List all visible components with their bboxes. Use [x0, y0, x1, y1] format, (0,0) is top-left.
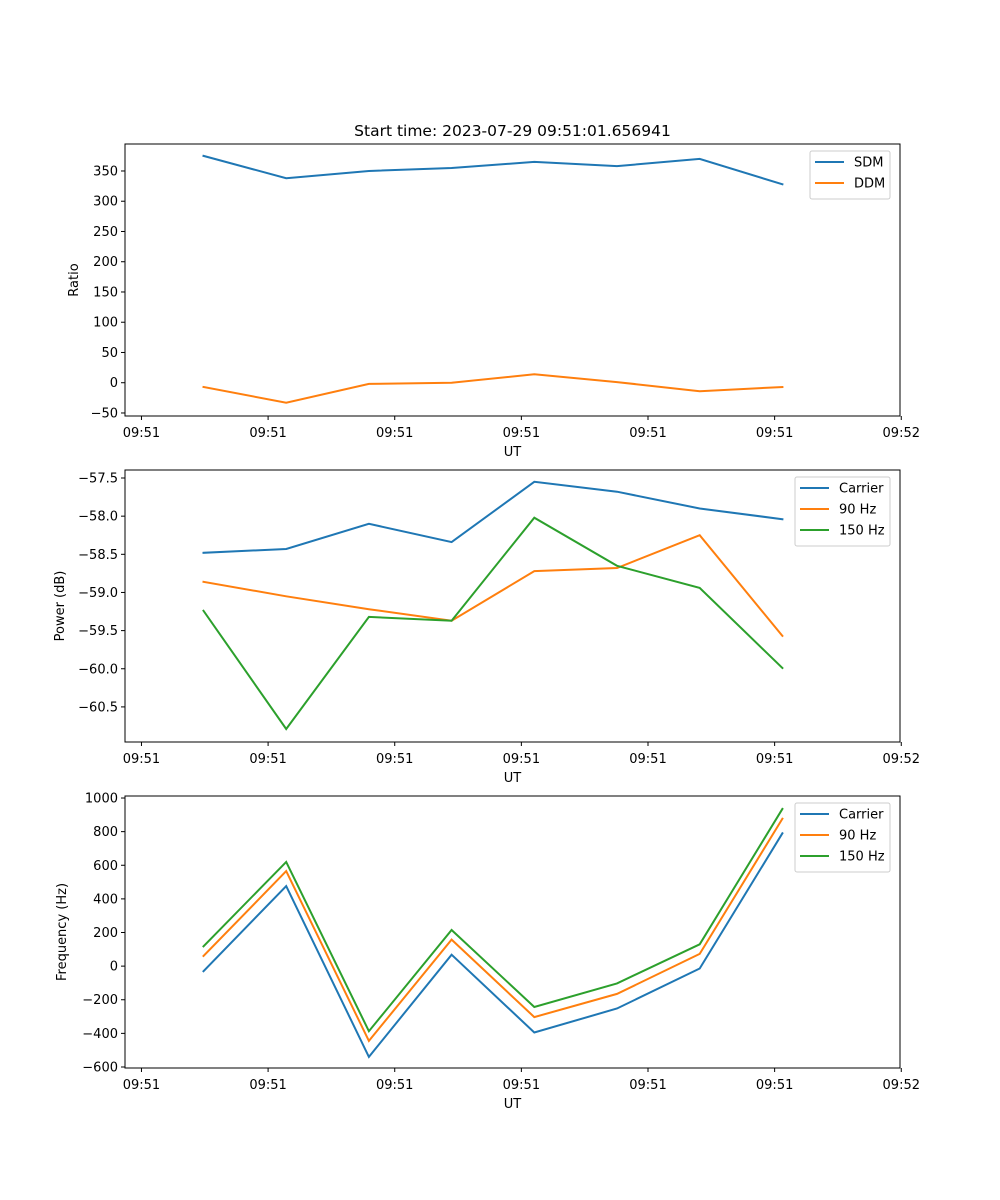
- y-tick-label: 100: [93, 316, 118, 331]
- x-axis-label: UT: [504, 771, 522, 786]
- y-tick-label: −200: [82, 993, 118, 1008]
- y-tick-label: 400: [93, 892, 118, 907]
- y-tick-label: −60.0: [78, 662, 118, 677]
- axes-frame: [124, 469, 901, 743]
- series-line-carrier: [202, 480, 784, 554]
- x-tick-label: 09:51: [756, 752, 793, 767]
- x-tick-label: 09:51: [756, 1078, 793, 1093]
- y-tick-label: 0: [110, 960, 118, 975]
- y-tick-label: −58.5: [78, 548, 118, 563]
- y-axis-label: Frequency (Hz): [55, 883, 70, 981]
- legend-label: 90 Hz: [839, 503, 876, 518]
- legend-label: DDM: [854, 177, 885, 192]
- x-axis-label: UT: [504, 445, 522, 460]
- legend-label: Carrier: [839, 808, 884, 823]
- chart-title: Start time: 2023-07-29 09:51:01.656941: [354, 122, 671, 140]
- legend: Carrier 90 Hz 150 Hz: [794, 802, 891, 873]
- legend-label: SDM: [854, 156, 883, 171]
- x-tick-label: 09:51: [756, 426, 793, 441]
- x-tick-label: 09:52: [883, 426, 920, 441]
- y-axis-label: Power (dB): [53, 571, 68, 642]
- x-tick-label: 09:51: [503, 426, 540, 441]
- x-tick-label: 09:52: [883, 1078, 920, 1093]
- series-line-sdm: [202, 154, 784, 186]
- plot-area: [202, 480, 784, 731]
- legend: Carrier 90 Hz 150 Hz: [794, 476, 891, 547]
- y-tick-label: 200: [93, 255, 118, 270]
- y-tick-label: −600: [82, 1060, 118, 1075]
- legend: SDM DDM: [809, 150, 891, 200]
- y-tick-label: 350: [93, 164, 118, 179]
- y-axis-label: Ratio: [67, 263, 82, 296]
- legend-box: [794, 802, 891, 873]
- x-tick-label: 09:51: [376, 426, 413, 441]
- panel-frequency: Frequency (Hz) UT −600 −400 −200 0 200 400 600…: [55, 792, 920, 1112]
- x-tick-label: 09:51: [376, 1078, 413, 1093]
- series-line-90-hz: [202, 534, 784, 638]
- y-tick-label: 0: [110, 376, 118, 391]
- series-line-90-hz: [202, 817, 784, 1043]
- x-tick-label: 09:52: [883, 752, 920, 767]
- x-tick-label: 09:51: [376, 752, 413, 767]
- x-axis-label: UT: [504, 1097, 522, 1112]
- y-tick-label: −59.5: [78, 624, 118, 639]
- y-tick-label: 200: [93, 926, 118, 941]
- y-tick-label: 1000: [85, 792, 118, 807]
- y-tick-label: −60.5: [78, 700, 118, 715]
- legend-label: Carrier: [839, 482, 884, 497]
- plot-area: [202, 154, 784, 404]
- panel-ratio: Start time: 2023-07-29 09:51:01.656941 R…: [67, 122, 920, 460]
- y-tick-label: 50: [101, 346, 118, 361]
- y-tick-label: −58.0: [78, 510, 118, 525]
- y-tick-label: 150: [93, 285, 118, 300]
- x-tick-label: 09:51: [123, 752, 160, 767]
- x-tick-label: 09:51: [629, 752, 666, 767]
- y-tick-label: 600: [93, 859, 118, 874]
- y-tick-label: −57.5: [78, 472, 118, 487]
- x-tick-label: 09:51: [629, 426, 666, 441]
- series-line-150-hz: [202, 516, 784, 731]
- x-tick-label: 09:51: [629, 1078, 666, 1093]
- x-tick-label: 09:51: [249, 426, 286, 441]
- y-tick-label: −50: [91, 406, 118, 421]
- axes-frame: [124, 143, 901, 417]
- y-tick-label: −400: [82, 1027, 118, 1042]
- x-tick-label: 09:51: [503, 1078, 540, 1093]
- series-line-carrier: [202, 831, 784, 1059]
- x-tick-label: 09:51: [123, 1078, 160, 1093]
- panel-power: Power (dB) UT −60.5 −60.0 −59.5 −59.0 −58.5 −…: [53, 469, 920, 786]
- axes-frame: [124, 795, 901, 1069]
- series-line-ddm: [202, 373, 784, 404]
- x-tick-label: 09:51: [249, 1078, 286, 1093]
- y-tick-label: 800: [93, 825, 118, 840]
- y-tick-label: 250: [93, 225, 118, 240]
- y-tick-label: 300: [93, 195, 118, 210]
- y-tick-label: −59.0: [78, 586, 118, 601]
- legend-box: [794, 476, 891, 547]
- series-line-150-hz: [202, 807, 784, 1034]
- x-tick-label: 09:51: [123, 426, 160, 441]
- legend-label: 90 Hz: [839, 829, 876, 844]
- x-tick-label: 09:51: [503, 752, 540, 767]
- legend-label: 150 Hz: [839, 524, 885, 539]
- plot-area: [202, 807, 784, 1059]
- legend-label: 150 Hz: [839, 850, 885, 865]
- x-tick-label: 09:51: [249, 752, 286, 767]
